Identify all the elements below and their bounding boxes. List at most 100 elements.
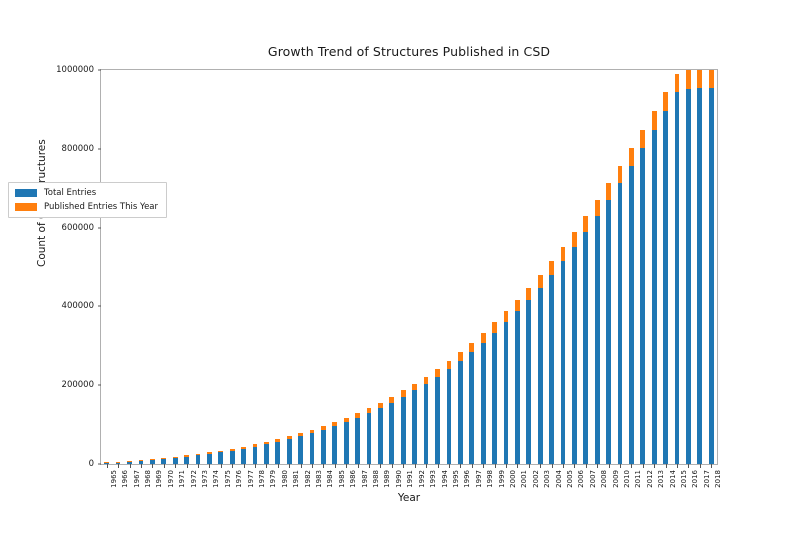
x-tick-mark: [574, 464, 576, 468]
bar-segment-total-entries: [697, 88, 703, 464]
x-tick-label: 2003: [543, 470, 552, 488]
bar-segment-total-entries: [412, 390, 418, 464]
x-tick-mark: [699, 464, 701, 468]
bar-segment-published-this-year: [549, 260, 554, 275]
x-tick-mark: [289, 464, 291, 468]
bar-group: [389, 70, 395, 464]
bar-segment-published-this-year: [389, 396, 395, 403]
x-tick-label: 1991: [406, 470, 415, 488]
x-tick-mark: [152, 464, 154, 468]
bar-group: [686, 70, 691, 464]
bar-segment-published-this-year: [206, 452, 212, 454]
y-tick-label: 1000000: [56, 65, 94, 75]
x-tick-label: 1999: [497, 470, 506, 488]
bar-segment-published-this-year: [378, 402, 383, 409]
x-tick-label: 2002: [531, 470, 540, 488]
legend-entry[interactable]: Total Entries: [15, 188, 158, 198]
y-tick-mark: [97, 69, 101, 71]
bar-segment-published-this-year: [104, 462, 110, 463]
bar-group: [697, 70, 703, 464]
x-tick-mark: [312, 464, 314, 468]
x-tick-mark: [118, 464, 120, 468]
bar-group: [195, 70, 201, 464]
bar-segment-total-entries: [127, 462, 132, 464]
bar-segment-published-this-year: [264, 441, 269, 445]
x-tick-label: 1967: [132, 470, 141, 488]
bar-segment-total-entries: [435, 376, 440, 464]
x-tick-mark: [517, 464, 519, 468]
bar-segment-published-this-year: [457, 352, 463, 361]
bar-segment-total-entries: [651, 129, 657, 464]
x-tick-mark: [346, 464, 348, 468]
x-tick-label: 2005: [566, 470, 574, 488]
bar-group: [115, 70, 121, 464]
bar-segment-total-entries: [104, 463, 110, 464]
x-tick-mark: [620, 464, 622, 468]
bar-segment-published-this-year: [400, 390, 406, 397]
bar-segment-total-entries: [572, 246, 577, 464]
x-tick-mark: [505, 464, 507, 468]
bar-segment-published-this-year: [241, 446, 246, 449]
bar-segment-total-entries: [389, 402, 395, 464]
x-tick-mark: [369, 464, 371, 468]
x-tick-label: 1986: [349, 470, 358, 488]
bar-segment-published-this-year: [127, 461, 132, 463]
bar-segment-published-this-year: [686, 70, 691, 89]
bar-group: [457, 70, 463, 464]
bar-segment-total-entries: [229, 450, 235, 464]
y-tick-label: 200000: [61, 380, 94, 391]
bar-segment-total-entries: [195, 455, 201, 464]
bar-segment-total-entries: [218, 452, 224, 464]
x-tick-mark: [140, 464, 142, 468]
bar-segment-total-entries: [309, 433, 315, 464]
bar-segment-published-this-year: [252, 444, 258, 447]
bar-group: [594, 70, 600, 464]
x-tick-label: 1977: [246, 470, 255, 488]
bar-group: [651, 70, 657, 464]
bar-segment-published-this-year: [560, 246, 566, 261]
bar-segment-total-entries: [674, 92, 680, 464]
y-tick-mark: [97, 463, 101, 465]
bar-group: [264, 70, 269, 464]
bar-group: [572, 70, 577, 464]
x-tick-label: 1978: [258, 470, 266, 488]
x-tick-mark: [300, 464, 302, 468]
bar-segment-total-entries: [663, 110, 669, 464]
y-tick-mark: [97, 305, 101, 307]
legend-entry[interactable]: Published Entries This Year: [15, 202, 158, 212]
x-tick-mark: [129, 464, 131, 468]
bar-segment-total-entries: [275, 441, 281, 464]
bar-segment-total-entries: [457, 360, 463, 464]
x-tick-label: 1965: [109, 470, 118, 488]
x-tick-mark: [106, 464, 108, 468]
bar-group: [138, 70, 144, 464]
y-tick-label: 600000: [61, 222, 94, 233]
bar-group: [492, 70, 497, 464]
bar-segment-total-entries: [526, 299, 532, 464]
x-tick-mark: [540, 464, 542, 468]
x-axis-label: Year: [397, 492, 421, 504]
x-tick-label: 1998: [486, 470, 495, 488]
bar-segment-published-this-year: [606, 183, 611, 201]
bar-segment-total-entries: [606, 200, 611, 464]
bar-group: [127, 70, 132, 464]
bar-segment-published-this-year: [298, 433, 303, 437]
x-tick-label: 1990: [394, 470, 403, 488]
x-tick-mark: [209, 464, 211, 468]
bar-segment-published-this-year: [195, 453, 201, 456]
bar-segment-total-entries: [115, 462, 121, 464]
bar-segment-published-this-year: [309, 429, 315, 434]
x-tick-label: 2017: [702, 470, 711, 488]
x-tick-label: 1981: [292, 470, 301, 488]
x-tick-label: 2007: [588, 470, 597, 488]
x-tick-mark: [608, 464, 610, 468]
bar-segment-total-entries: [492, 332, 497, 464]
bar-segment-total-entries: [549, 274, 554, 464]
x-tick-label: 1993: [429, 470, 438, 488]
x-tick-label: 1985: [337, 470, 346, 488]
bar-segment-total-entries: [184, 456, 189, 464]
bar-segment-published-this-year: [161, 458, 167, 460]
x-tick-label: 2011: [634, 470, 643, 488]
bar-group: [184, 70, 189, 464]
chart-title: Growth Trend of Structures Published in …: [267, 44, 551, 59]
